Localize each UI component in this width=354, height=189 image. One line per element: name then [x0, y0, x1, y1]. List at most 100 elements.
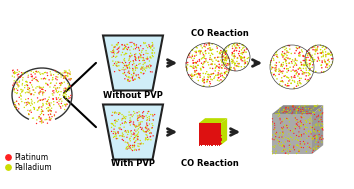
Point [318, 48, 324, 51]
Point [284, 126, 290, 129]
Point [314, 49, 320, 52]
Point [40, 88, 46, 91]
Point [50, 92, 55, 95]
Point [199, 129, 205, 132]
Point [231, 50, 237, 53]
Point [299, 113, 305, 116]
Point [280, 143, 286, 146]
Point [316, 122, 322, 125]
Point [137, 113, 143, 116]
Point [290, 105, 295, 108]
Point [285, 106, 291, 109]
Point [220, 55, 225, 58]
Point [314, 115, 320, 119]
Point [198, 132, 203, 135]
Point [15, 84, 21, 87]
Point [112, 112, 118, 115]
Point [127, 76, 133, 79]
Point [192, 61, 197, 64]
Point [39, 86, 45, 89]
Point [307, 59, 312, 62]
Point [39, 98, 45, 101]
Point [301, 63, 307, 66]
Point [270, 57, 276, 60]
Point [310, 137, 316, 140]
Point [125, 46, 131, 49]
Point [16, 70, 22, 73]
Point [136, 55, 142, 58]
Point [285, 67, 291, 70]
Point [209, 127, 215, 130]
Point [280, 46, 286, 49]
Point [33, 78, 39, 81]
Point [313, 145, 319, 148]
Point [318, 118, 324, 121]
Point [239, 48, 244, 51]
Point [203, 72, 209, 75]
Point [209, 62, 215, 65]
Point [321, 70, 326, 73]
Point [12, 72, 17, 75]
Point [20, 71, 26, 74]
Point [277, 69, 283, 72]
Point [299, 108, 305, 111]
Point [223, 53, 229, 56]
Point [148, 47, 153, 50]
Point [31, 93, 37, 96]
Point [290, 104, 296, 107]
Point [42, 118, 48, 121]
Point [296, 54, 302, 57]
Point [110, 132, 116, 135]
Point [286, 69, 291, 72]
Point [214, 126, 219, 129]
Point [37, 120, 43, 123]
Point [280, 70, 286, 73]
Point [301, 72, 307, 75]
Point [215, 133, 221, 136]
Point [284, 75, 290, 78]
Point [308, 62, 313, 65]
Point [140, 47, 146, 50]
Point [200, 128, 206, 131]
Point [289, 148, 294, 151]
Point [55, 91, 61, 94]
Point [232, 49, 238, 52]
Point [113, 135, 119, 138]
Point [302, 104, 308, 107]
Point [209, 52, 215, 55]
Point [193, 66, 199, 69]
Point [53, 87, 58, 90]
Point [216, 76, 221, 79]
Point [219, 50, 224, 53]
Point [290, 130, 296, 133]
Point [206, 134, 211, 137]
Polygon shape [199, 118, 227, 123]
Point [137, 126, 143, 129]
Point [50, 76, 56, 79]
Point [24, 103, 30, 106]
Point [48, 101, 54, 104]
Point [129, 45, 134, 48]
Point [192, 70, 198, 73]
Point [226, 57, 232, 60]
Point [276, 70, 281, 73]
Point [301, 105, 307, 108]
Point [124, 141, 130, 144]
Point [280, 111, 286, 114]
Point [217, 65, 223, 68]
Point [135, 118, 140, 121]
Point [61, 77, 67, 80]
Point [135, 145, 141, 148]
Point [57, 104, 62, 107]
Point [148, 65, 154, 68]
Point [287, 44, 292, 47]
Point [186, 73, 192, 76]
Point [206, 52, 212, 55]
Point [30, 77, 36, 81]
Point [287, 150, 293, 153]
Point [133, 125, 139, 128]
Point [131, 138, 136, 141]
Point [301, 71, 307, 74]
Point [55, 76, 61, 79]
Point [219, 60, 225, 63]
